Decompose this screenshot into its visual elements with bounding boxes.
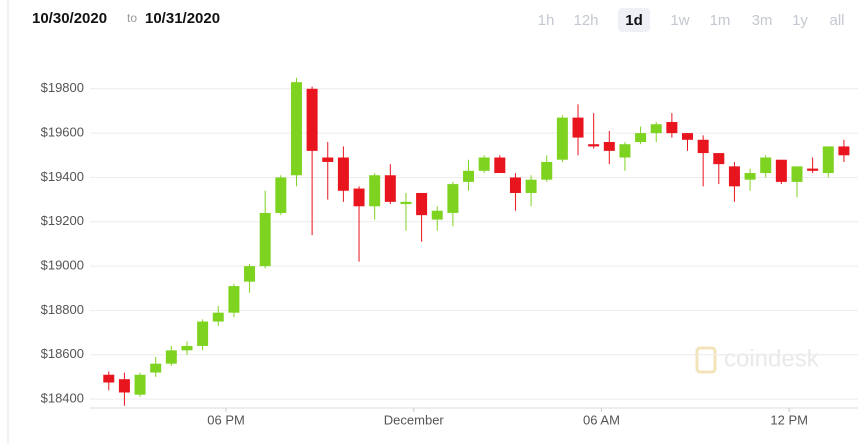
candle-body	[572, 117, 584, 138]
candle-body	[603, 141, 615, 151]
candle-body	[322, 157, 334, 162]
range-button[interactable]: all	[829, 12, 844, 29]
candle-body	[165, 350, 177, 364]
y-tick-label: $18600	[41, 346, 84, 361]
candle-body	[728, 166, 740, 187]
candle-body	[134, 374, 146, 395]
candle-body	[650, 124, 662, 134]
range-button[interactable]: 1m	[710, 12, 731, 29]
candle-body	[697, 139, 709, 154]
candle-body	[259, 212, 271, 267]
candle-body	[181, 345, 193, 351]
candle-body	[525, 179, 537, 193]
range-selected-bg	[618, 8, 650, 32]
candle-body	[760, 157, 772, 174]
candle-body	[822, 146, 834, 174]
candle-body	[478, 157, 490, 171]
candle-body	[541, 161, 553, 180]
candle-body	[509, 177, 521, 193]
candle-body	[337, 157, 349, 191]
candle-body	[619, 144, 631, 158]
range-button[interactable]: 1w	[670, 12, 689, 29]
y-tick-label: $19000	[41, 258, 84, 273]
candle-body	[290, 82, 302, 176]
y-tick-label: $19200	[41, 213, 84, 228]
candle-body	[244, 266, 256, 282]
y-tick-label: $18400	[41, 391, 84, 406]
candle-body	[228, 286, 240, 313]
candle-body	[431, 210, 443, 220]
y-tick-label: $19400	[41, 169, 84, 184]
candle-body	[212, 312, 224, 322]
x-tick-label: 06 PM	[207, 412, 245, 427]
candle-body	[463, 170, 475, 182]
candle-body	[744, 173, 756, 180]
watermark-icon	[695, 346, 717, 374]
candle-body	[447, 184, 459, 213]
date-sep: to	[127, 11, 137, 25]
candle-body	[635, 133, 647, 142]
y-tick-label: $19800	[41, 80, 84, 95]
candle-body	[494, 157, 506, 174]
range-button[interactable]: 12h	[573, 12, 598, 29]
x-tick-label: 12 PM	[770, 412, 808, 427]
y-tick-label: $18800	[41, 302, 84, 317]
candle-body	[384, 175, 396, 202]
watermark: coindesk	[724, 345, 820, 372]
candle-body	[775, 159, 787, 182]
range-button[interactable]: 1h	[538, 12, 555, 29]
date-from: 10/30/2020	[32, 10, 107, 27]
candle-body	[118, 379, 130, 393]
candle-body	[682, 133, 694, 140]
date-to: 10/31/2020	[145, 10, 220, 27]
candle-body	[807, 168, 819, 171]
candle-body	[306, 88, 318, 151]
range-button[interactable]: 1y	[792, 12, 808, 29]
candle-body	[275, 177, 287, 213]
candle-body	[369, 175, 381, 207]
candle-body	[713, 153, 725, 165]
x-tick-label: December	[384, 412, 445, 427]
candle-body	[556, 117, 568, 160]
range-button[interactable]: 3m	[752, 12, 773, 29]
candle-body	[666, 122, 678, 134]
y-tick-label: $19600	[41, 125, 84, 140]
candle-body	[103, 374, 115, 383]
candle-body	[150, 363, 162, 373]
candle-body	[197, 321, 209, 346]
candle-body	[588, 144, 600, 147]
candle-body	[838, 146, 850, 156]
range-button[interactable]: 1d	[625, 12, 643, 29]
x-tick-label: 06 AM	[583, 412, 620, 427]
candle-body	[791, 166, 803, 182]
candle-body	[400, 201, 412, 205]
candle-body	[353, 188, 365, 207]
candle-body	[416, 192, 428, 216]
